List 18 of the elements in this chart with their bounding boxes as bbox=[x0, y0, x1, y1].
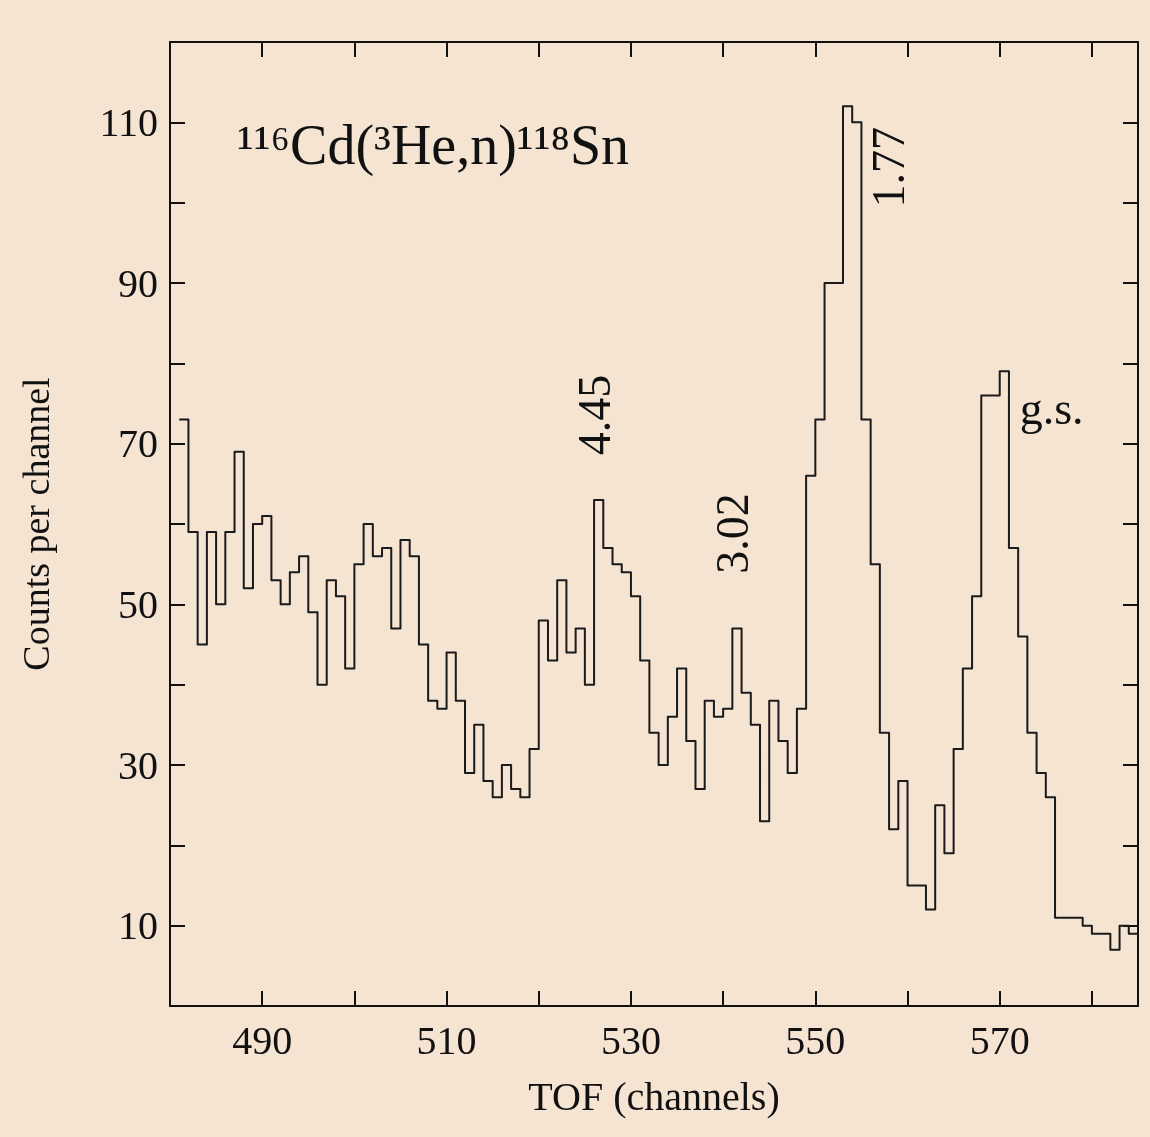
y-tick-label: 50 bbox=[118, 581, 158, 627]
x-tick-label: 570 bbox=[969, 1017, 1030, 1063]
annotation: 3.02 bbox=[706, 493, 758, 574]
annotation: g.s. bbox=[1019, 382, 1084, 434]
y-tick-label: 110 bbox=[99, 99, 158, 145]
x-tick-label: 490 bbox=[232, 1017, 293, 1063]
annotation: 4.45 bbox=[568, 374, 620, 456]
y-tick-label: 90 bbox=[118, 260, 158, 306]
y-axis-title: Counts per channel bbox=[15, 377, 57, 671]
y-tick-label: 10 bbox=[118, 903, 158, 949]
x-tick-label: 530 bbox=[600, 1017, 661, 1063]
x-axis-title: TOF (channels) bbox=[528, 1073, 780, 1119]
annotation: 1.77 bbox=[862, 127, 914, 208]
text: ¹¹⁶Cd(³He,n)¹¹⁸Sn bbox=[237, 114, 630, 177]
y-tick-label: 30 bbox=[118, 742, 158, 788]
x-tick-label: 510 bbox=[416, 1017, 477, 1063]
y-tick-label: 70 bbox=[118, 421, 158, 467]
x-tick-label: 550 bbox=[785, 1017, 846, 1063]
